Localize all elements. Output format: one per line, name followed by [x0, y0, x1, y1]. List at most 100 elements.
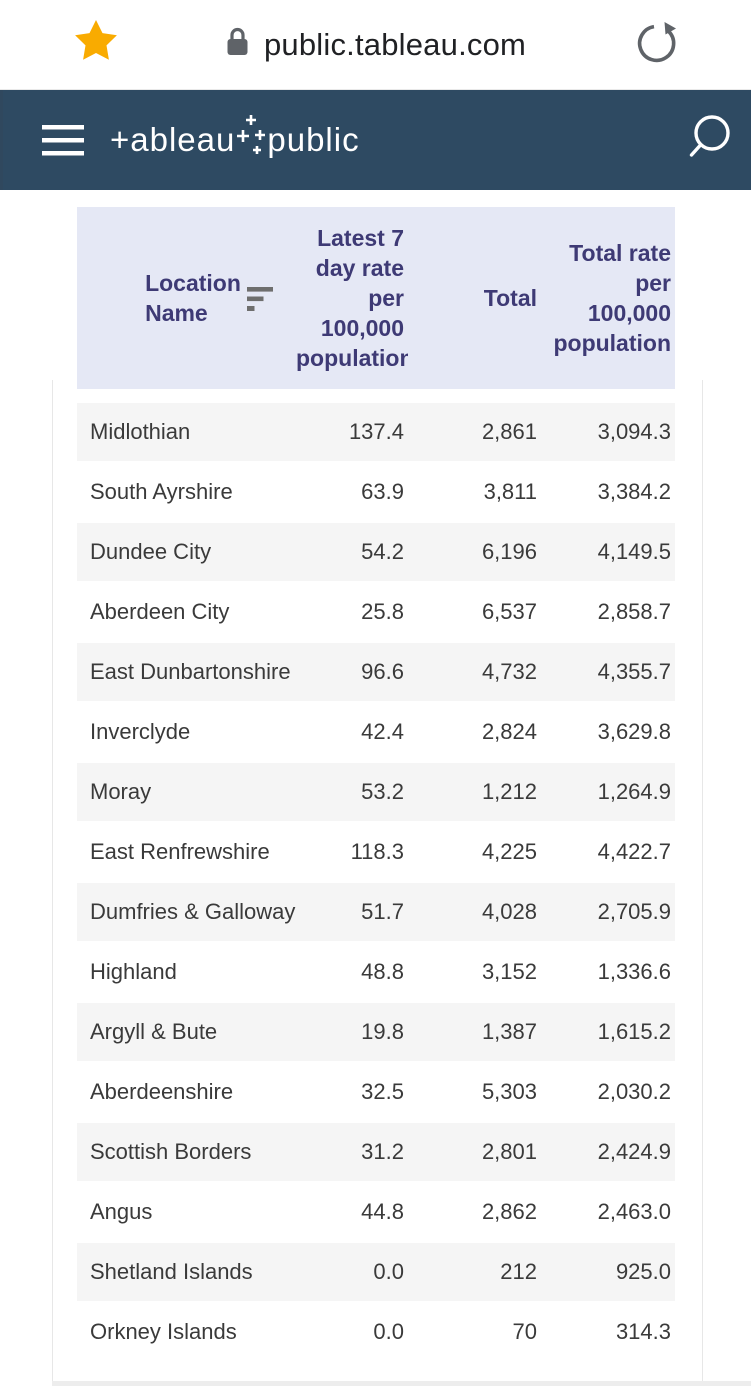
table-row[interactable]: Inverclyde 42.4 2,824 3,629.8: [77, 703, 675, 761]
cell-total: 1,212: [481, 779, 537, 804]
cell-location-name: Shetland Islands: [90, 1259, 253, 1284]
cell-location-name: Aberdeen City: [90, 599, 230, 624]
table-row[interactable]: East Dunbartonshire 96.6 4,732 4,355.7: [77, 643, 675, 701]
sort-descending-icon[interactable]: [247, 287, 275, 312]
logo-sparkles-icon: [236, 113, 266, 161]
next-section-edge: [52, 1381, 751, 1386]
viz-frame-left-border: [52, 380, 53, 1386]
cell-7day-rate: 137.4: [348, 419, 404, 444]
cell-total: 70: [512, 1319, 537, 1344]
column-header-total-rate-label: Total rate per 100,000 population: [553, 240, 671, 356]
column-header-7day-rate-label: Latest 7 day rate per 100,000 population: [296, 225, 408, 371]
table-row[interactable]: Midlothian 137.4 2,861 3,094.3: [77, 403, 675, 461]
cell-total-rate: 2,858.7: [597, 599, 671, 624]
column-header-location-label: Location Name: [145, 270, 241, 326]
cell-location-name: Inverclyde: [90, 719, 191, 744]
cell-total: 3,811: [483, 479, 537, 504]
table-row[interactable]: Dumfries & Galloway 51.7 4,028 2,705.9: [77, 883, 675, 941]
cell-total-rate: 4,355.7: [597, 659, 671, 684]
table-row[interactable]: Highland 48.8 3,152 1,336.6: [77, 943, 675, 1001]
cell-total-rate: 3,384.2: [597, 479, 671, 504]
bookmark-star-icon[interactable]: [72, 18, 120, 66]
cell-total-rate: 1,264.9: [597, 779, 671, 804]
cell-total-rate: 3,629.8: [597, 719, 671, 744]
cell-7day-rate: 42.4: [361, 719, 404, 744]
column-header-total-rate[interactable]: Total rate per 100,000 population: [541, 207, 675, 389]
cell-total: 5,303: [481, 1079, 537, 1104]
cell-7day-rate: 32.5: [361, 1079, 404, 1104]
cell-7day-rate: 63.9: [361, 479, 404, 504]
cell-7day-rate: 51.7: [361, 899, 404, 924]
cell-total-rate: 2,463.0: [597, 1199, 671, 1224]
cell-location-name: Angus: [90, 1199, 153, 1224]
cell-total: 2,824: [481, 719, 537, 744]
browser-top-bar: public.tableau.com: [0, 0, 751, 90]
cell-total: 1,387: [481, 1019, 537, 1044]
cell-total-rate: 2,424.9: [597, 1139, 671, 1164]
cell-7day-rate: 0.0: [373, 1259, 404, 1284]
column-header-total[interactable]: Total: [408, 207, 541, 389]
data-table: Location Name Latest 7 day rate per 100,…: [77, 207, 675, 1363]
table-row[interactable]: Argyll & Bute 19.8 1,387 1,615.2: [77, 1003, 675, 1061]
table-row[interactable]: Dundee City 54.2 6,196 4,149.5: [77, 523, 675, 581]
cell-location-name: East Dunbartonshire: [90, 659, 291, 684]
cell-total: 6,196: [481, 539, 537, 564]
cell-total-rate: 925.0: [615, 1259, 671, 1284]
cell-location-name: South Ayrshire: [90, 479, 233, 504]
cell-total-rate: 2,030.2: [597, 1079, 671, 1104]
table-row[interactable]: Aberdeen City 25.8 6,537 2,858.7: [77, 583, 675, 641]
table-header-row: Location Name Latest 7 day rate per 100,…: [77, 207, 675, 389]
hamburger-menu-icon[interactable]: [42, 124, 84, 156]
cell-total: 2,861: [481, 419, 537, 444]
url-text: public.tableau.com: [263, 26, 527, 62]
cell-total-rate: 314.3: [615, 1319, 671, 1344]
table-row[interactable]: Orkney Islands 0.0 70 314.3: [77, 1303, 675, 1361]
column-header-7day-rate[interactable]: Latest 7 day rate per 100,000 population: [296, 207, 408, 389]
table-row[interactable]: East Renfrewshire 118.3 4,225 4,422.7: [77, 823, 675, 881]
viz-frame-right-border: [702, 380, 703, 1386]
cell-total: 6,537: [481, 599, 537, 624]
logo-text-tableau: +ableau: [110, 121, 236, 158]
column-header-location[interactable]: Location Name: [77, 207, 296, 389]
refresh-icon[interactable]: [635, 20, 681, 66]
cell-total-rate: 1,615.2: [597, 1019, 671, 1044]
tableau-public-logo[interactable]: +ableau public: [110, 113, 360, 164]
address-bar[interactable]: public.tableau.com: [0, 0, 751, 89]
table-row[interactable]: Aberdeenshire 32.5 5,303 2,030.2: [77, 1063, 675, 1121]
cell-7day-rate: 19.8: [361, 1019, 404, 1044]
cell-total-rate: 3,094.3: [597, 419, 671, 444]
cell-total-rate: 2,705.9: [597, 899, 671, 924]
page-content: Location Name Latest 7 day rate per 100,…: [0, 190, 751, 1386]
cell-location-name: Argyll & Bute: [90, 1019, 218, 1044]
cell-total: 4,225: [481, 839, 537, 864]
cell-total: 3,152: [481, 959, 537, 984]
cell-location-name: Dumfries & Galloway: [90, 899, 296, 924]
cell-7day-rate: 31.2: [361, 1139, 404, 1164]
table-body: Midlothian 137.4 2,861 3,094.3 South Ayr…: [77, 403, 675, 1361]
cell-7day-rate: 44.8: [361, 1199, 404, 1224]
search-icon[interactable]: [685, 111, 733, 169]
cell-location-name: Highland: [90, 959, 177, 984]
cell-location-name: Scottish Borders: [90, 1139, 252, 1164]
cell-total-rate: 4,149.5: [597, 539, 671, 564]
cell-total-rate: 4,422.7: [597, 839, 671, 864]
cell-total: 2,862: [481, 1199, 537, 1224]
table-row[interactable]: Shetland Islands 0.0 212 925.0: [77, 1243, 675, 1301]
cell-7day-rate: 48.8: [361, 959, 404, 984]
table-row[interactable]: Angus 44.8 2,862 2,463.0: [77, 1183, 675, 1241]
app-header: +ableau public: [0, 90, 751, 190]
table-row[interactable]: South Ayrshire 63.9 3,811 3,384.2: [77, 463, 675, 521]
cell-7day-rate: 53.2: [361, 779, 404, 804]
cell-total: 2,801: [481, 1139, 537, 1164]
table-row[interactable]: Scottish Borders 31.2 2,801 2,424.9: [77, 1123, 675, 1181]
table-row[interactable]: Moray 53.2 1,212 1,264.9: [77, 763, 675, 821]
cell-7day-rate: 118.3: [350, 839, 404, 864]
cell-location-name: Orkney Islands: [90, 1319, 237, 1344]
cell-total: 4,028: [481, 899, 537, 924]
cell-location-name: Dundee City: [90, 539, 212, 564]
cell-7day-rate: 96.6: [361, 659, 404, 684]
cell-location-name: Midlothian: [90, 419, 191, 444]
cell-7day-rate: 25.8: [361, 599, 404, 624]
cell-7day-rate: 54.2: [361, 539, 404, 564]
